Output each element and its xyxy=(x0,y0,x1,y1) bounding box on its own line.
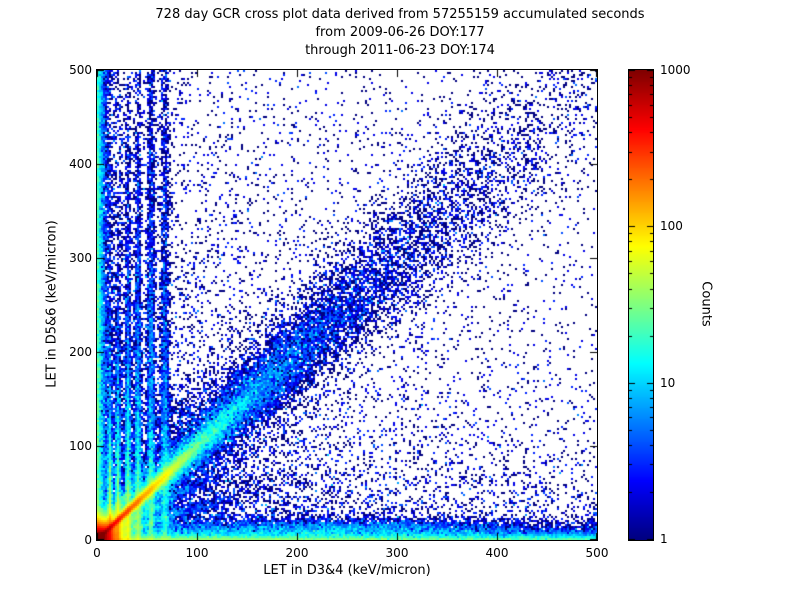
colorbar xyxy=(628,69,654,541)
colorbar-tick-label: 10 xyxy=(660,375,676,390)
x-tick-label: 100 xyxy=(185,546,209,560)
y-tick-label: 400 xyxy=(69,157,92,171)
y-tick-label: 100 xyxy=(69,439,92,453)
x-tick-label: 300 xyxy=(385,546,409,560)
heatmap-canvas xyxy=(97,70,597,540)
x-tick-label: 200 xyxy=(285,546,309,560)
colorbar-canvas xyxy=(629,70,653,540)
y-tick-label: 500 xyxy=(69,63,92,77)
x-tick-label: 400 xyxy=(485,546,509,560)
colorbar-tick-label: 1000 xyxy=(660,63,691,77)
x-tick-label: 500 xyxy=(585,546,609,560)
x-axis-label: LET in D3&4 (keV/micron) xyxy=(263,563,431,578)
y-tick-label: 0 xyxy=(84,533,92,547)
chart-subtitle-from: from 2009-06-26 DOY:177 xyxy=(315,25,485,40)
y-tick-label: 300 xyxy=(69,251,92,265)
colorbar-tick-label: 1 xyxy=(660,532,668,546)
x-tick-label: 0 xyxy=(93,546,101,560)
colorbar-tick-label: 100 xyxy=(660,219,683,234)
y-axis-label: LET in D5&6 (keV/micron) xyxy=(44,220,60,388)
chart-title: 728 day GCR cross plot data derived from… xyxy=(155,7,645,22)
y-tick-label: 200 xyxy=(69,345,92,359)
plot-area xyxy=(96,69,598,541)
chart-subtitle-through: through 2011-06-23 DOY:174 xyxy=(305,43,495,58)
colorbar-label: Counts xyxy=(698,281,714,327)
